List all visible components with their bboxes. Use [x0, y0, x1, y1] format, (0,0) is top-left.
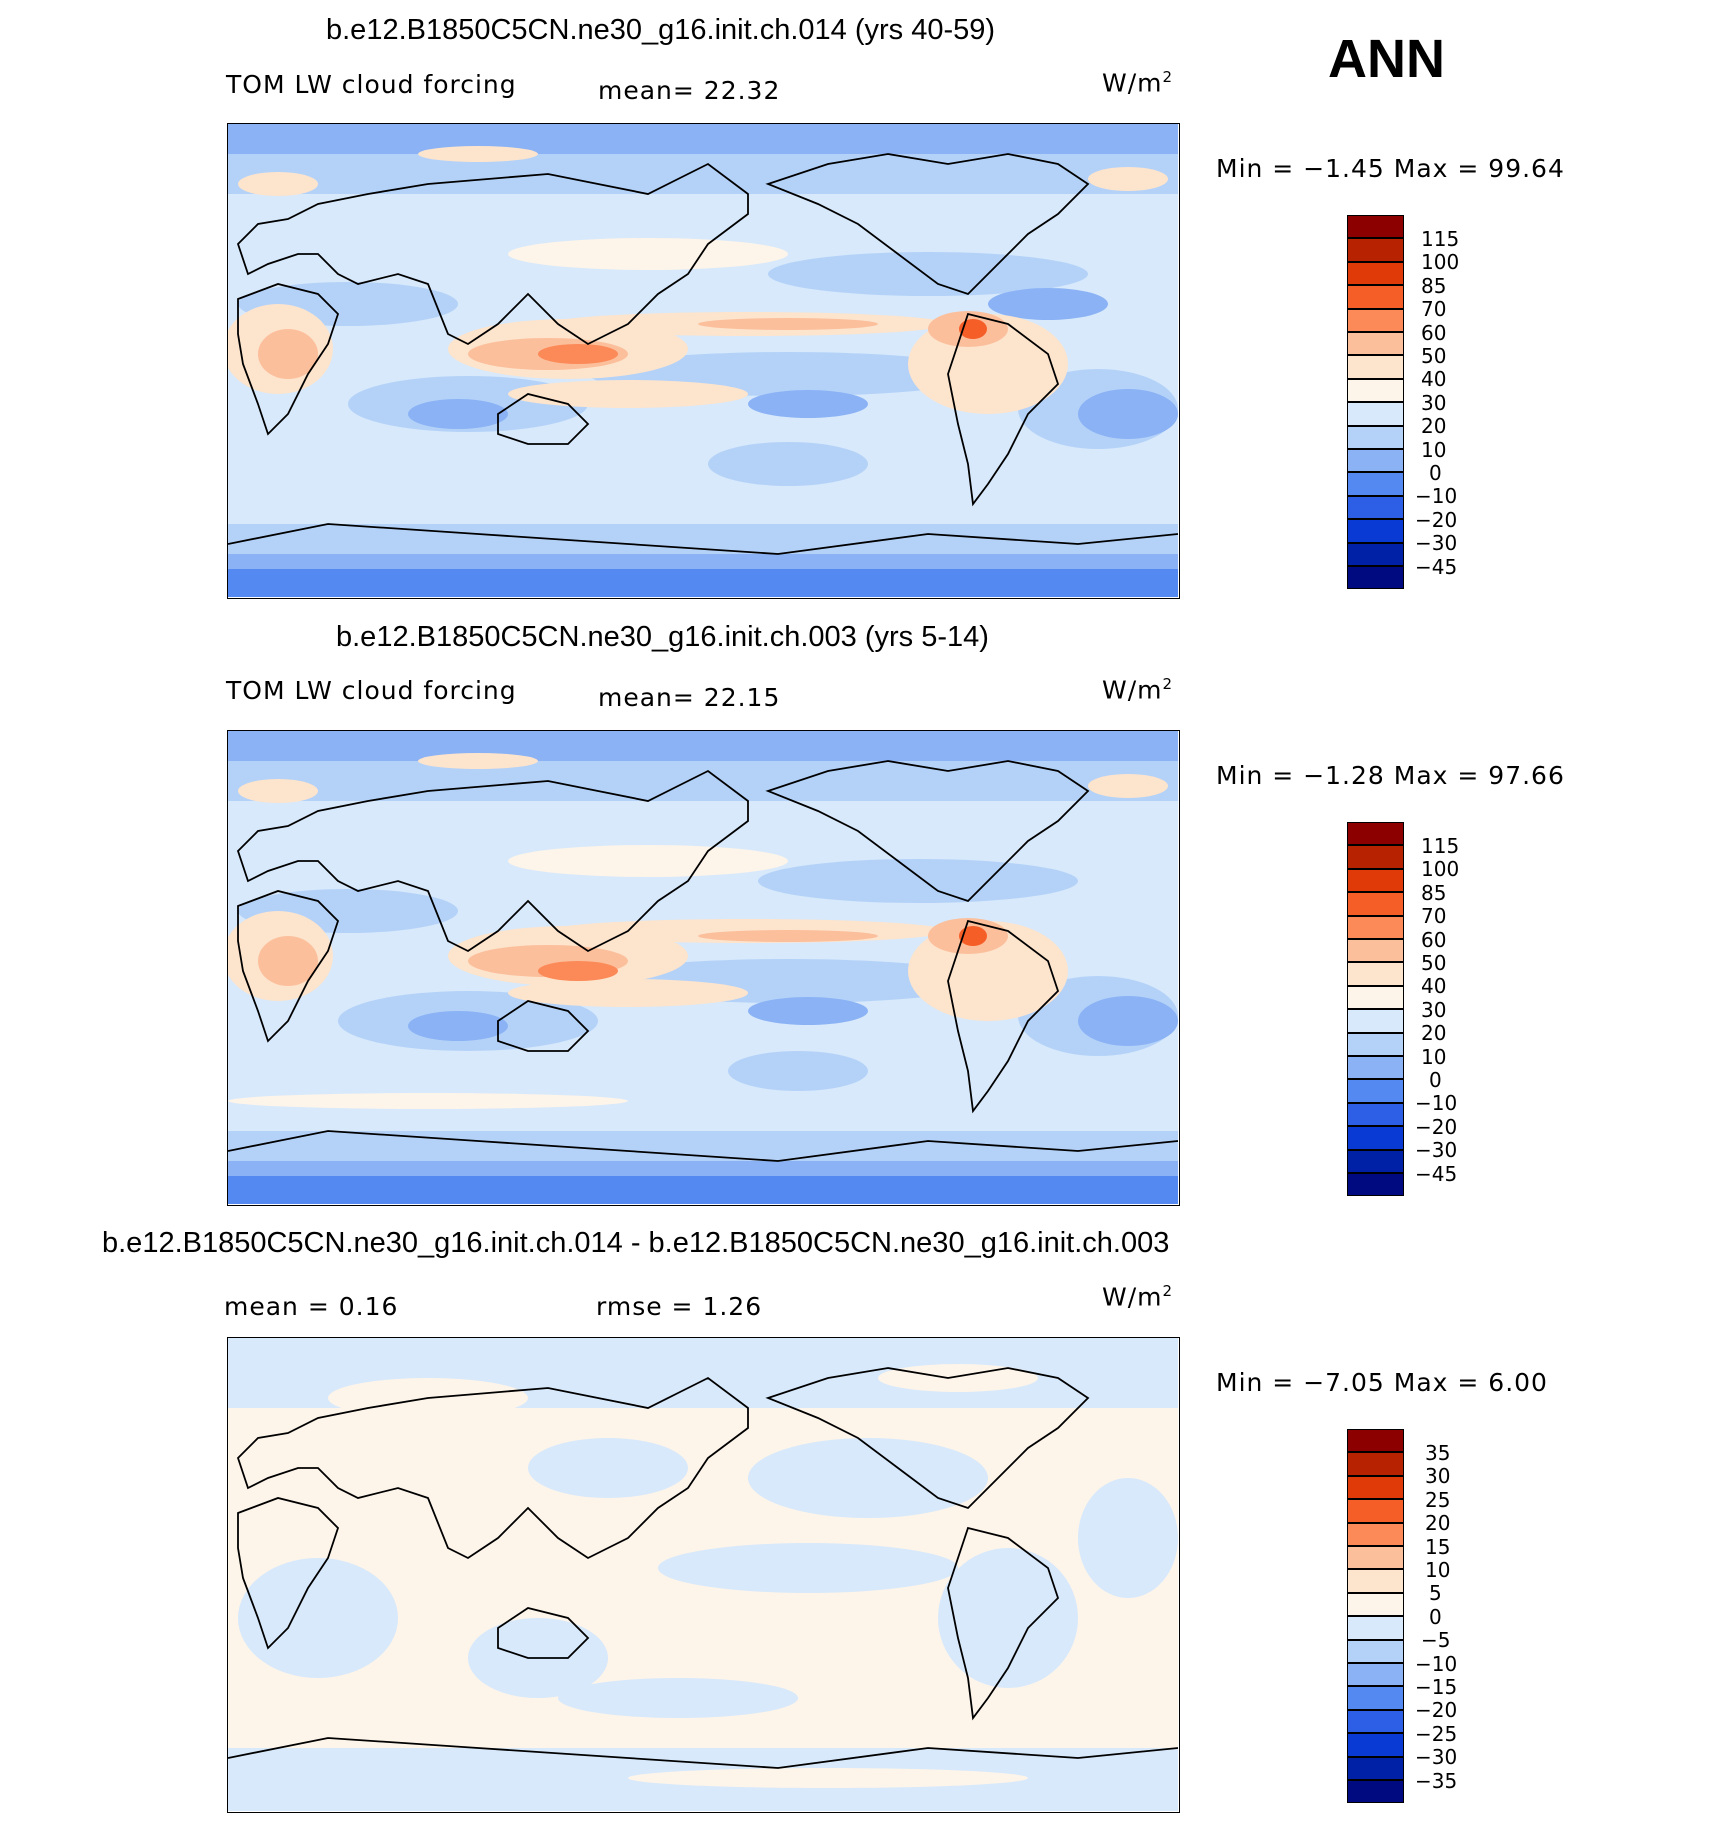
colorbar-tick-label: 20: [1421, 1021, 1447, 1046]
colorbar-tick-label: −35: [1415, 1768, 1458, 1793]
panel-1-units: W/m2: [1102, 68, 1174, 98]
colorbar-tick-label: 115: [1421, 834, 1460, 858]
colorbar-tick-label: −10: [1415, 484, 1458, 509]
colorbar-tick-label: −30: [1415, 1138, 1458, 1163]
colorbar-tick-label: 40: [1421, 367, 1447, 392]
panel-1-minmax: Min = −1.45 Max = 99.64: [1216, 154, 1565, 183]
panel-2-units: W/m2: [1102, 675, 1174, 705]
map-svg: [228, 1338, 1178, 1811]
colorbar-tick-label: 70: [1421, 297, 1447, 322]
colorbar-tick-label: 30: [1421, 390, 1447, 415]
colorbar-tick-label: 10: [1421, 437, 1447, 462]
colorbar-tick-label: −45: [1415, 554, 1458, 579]
panel-2-variable-label: TOM LW cloud forcing: [226, 676, 517, 705]
map-svg: [228, 731, 1178, 1204]
colorbar-tick-label: −20: [1415, 507, 1458, 532]
colorbar-tick-label: 10: [1421, 1044, 1447, 1069]
panel-2-minmax: Min = −1.28 Max = 97.66: [1216, 761, 1565, 790]
colorbar-tick-label: −30: [1415, 531, 1458, 556]
panel-2-title: b.e12.B1850C5CN.ne30_g16.init.ch.003 (yr…: [336, 621, 989, 653]
colorbar-tick-label: 15: [1425, 1534, 1451, 1559]
colorbar-tick-label: 0: [1429, 1068, 1442, 1092]
colorbar-tick-label: 35: [1425, 1441, 1451, 1465]
colorbar-tick-label: 30: [1425, 1464, 1451, 1489]
panel-1-mean-label: mean= 22.32: [598, 76, 781, 105]
colorbar-tick-label: 85: [1421, 880, 1447, 905]
colorbar-tick-label: −20: [1415, 1114, 1458, 1139]
colorbar-tick-label: 115: [1421, 227, 1460, 251]
colorbar-tick-label: −5: [1421, 1628, 1451, 1653]
colorbar-tick-label: 20: [1425, 1511, 1451, 1536]
colorbar-tick-label: 30: [1421, 997, 1447, 1022]
colorbar-tick-label: 40: [1421, 974, 1447, 999]
panel-3-minmax: Min = −7.05 Max = 6.00: [1216, 1368, 1548, 1397]
colorbar-tick-label: 25: [1425, 1487, 1451, 1512]
map-svg: [228, 124, 1178, 597]
colorbar-tick-label: −45: [1415, 1161, 1458, 1186]
colorbar-tick-label: 0: [1429, 1604, 1442, 1629]
season-label: ANN: [1328, 29, 1445, 89]
colorbar-tick-label: 10: [1425, 1558, 1451, 1582]
panel-1-variable-label: TOM LW cloud forcing: [226, 70, 517, 99]
colorbar-tick-label: −15: [1415, 1675, 1458, 1699]
colorbar-tick-label: 100: [1421, 250, 1460, 275]
colorbar-tick-label: 50: [1421, 344, 1447, 368]
colorbar-tick-label: −10: [1415, 1651, 1458, 1676]
panel-2-mean-label: mean= 22.15: [598, 683, 781, 712]
colorbar-tick-label: −10: [1415, 1091, 1458, 1116]
colorbar-tick-label: 20: [1421, 414, 1447, 439]
colorbar-tick-label: 0: [1429, 461, 1442, 485]
panel-3-map: [227, 1337, 1180, 1813]
colorbar-tick-label: 100: [1421, 857, 1460, 882]
colorbar-tick-label: 70: [1421, 904, 1447, 929]
colorbar-tick-label: 85: [1421, 273, 1447, 298]
colorbar-tick-label: −30: [1415, 1745, 1458, 1770]
panel-1-title: b.e12.B1850C5CN.ne30_g16.init.ch.014 (yr…: [326, 14, 996, 46]
colorbar-tick-label: 50: [1421, 951, 1447, 975]
colorbar-tick-label: −25: [1415, 1721, 1458, 1746]
panel-3-title: b.e12.B1850C5CN.ne30_g16.init.ch.014 - b…: [102, 1227, 1170, 1259]
panel-3-units: W/m2: [1102, 1282, 1174, 1312]
panel-3-mean-label: mean = 0.16: [224, 1292, 399, 1321]
colorbar-tick-label: 60: [1421, 927, 1447, 952]
panel-3-rmse-label: rmse = 1.26: [596, 1292, 763, 1321]
colorbar-tick-label: 5: [1429, 1581, 1442, 1606]
panel-1-map: [227, 123, 1180, 599]
panel-2-map: [227, 730, 1180, 1206]
colorbar-tick-label: −20: [1415, 1698, 1458, 1723]
colorbar-tick-label: 60: [1421, 320, 1447, 345]
